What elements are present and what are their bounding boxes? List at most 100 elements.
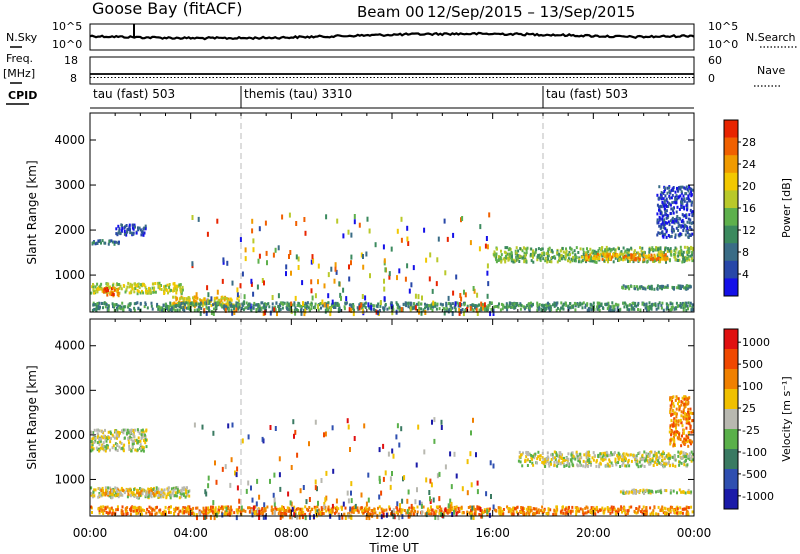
data-cell [606, 302, 609, 306]
data-cell [675, 194, 678, 198]
data-cell [157, 284, 160, 288]
data-cell [133, 435, 136, 439]
data-cell [104, 435, 107, 439]
data-cell [101, 289, 104, 293]
data-cell [587, 307, 590, 311]
data-cell [165, 496, 168, 500]
data-cell [690, 454, 693, 458]
data-cell [365, 501, 368, 507]
data-cell [518, 260, 521, 263]
data-cell [663, 489, 666, 492]
data-cell [485, 308, 488, 312]
data-cell [159, 308, 161, 312]
data-cell [173, 512, 175, 516]
data-cell [535, 511, 538, 515]
data-cell [190, 512, 193, 515]
data-cell [666, 257, 669, 261]
data-cell [668, 202, 671, 206]
data-cell [427, 507, 430, 511]
data-cell [93, 440, 96, 444]
data-cell [145, 289, 147, 293]
data-cell [161, 494, 163, 498]
data-cell [281, 306, 284, 310]
data-cell [626, 307, 629, 311]
data-cell [343, 305, 346, 309]
data-cell [676, 197, 679, 201]
data-cell [668, 223, 671, 227]
data-cell [547, 462, 550, 466]
data-cell [643, 286, 646, 290]
data-cell [281, 505, 284, 511]
data-cell [297, 265, 300, 270]
data-cell [659, 211, 662, 215]
data-cell [605, 258, 608, 262]
data-cell [187, 297, 190, 301]
data-cell [378, 511, 381, 515]
data-cell [127, 488, 130, 492]
data-cell [233, 511, 236, 515]
data-cell [623, 455, 626, 459]
data-cell [508, 257, 510, 261]
data-cell [364, 506, 367, 510]
data-cell [119, 307, 122, 311]
data-cell [473, 288, 476, 294]
data-cell [142, 446, 145, 450]
data-cell [156, 505, 158, 509]
data-cell [115, 283, 118, 287]
data-cell [209, 514, 212, 520]
data-cell [237, 303, 239, 307]
y-tick-label: 1000 [54, 268, 85, 282]
data-cell [683, 207, 686, 211]
data-cell [172, 305, 175, 309]
data-cell [130, 289, 133, 293]
data-cell [686, 420, 689, 424]
data-cell [538, 511, 541, 515]
data-cell [619, 455, 622, 459]
data-cell [510, 251, 513, 254]
data-cell [545, 512, 548, 515]
data-cell [185, 301, 188, 305]
data-cell [654, 450, 656, 454]
data-cell [174, 491, 177, 495]
data-cell [360, 506, 363, 510]
data-cell [612, 252, 615, 256]
data-cell [119, 304, 122, 308]
data-cell [598, 247, 601, 250]
data-cell [685, 301, 688, 305]
data-cell [630, 258, 633, 261]
data-cell [532, 302, 534, 306]
data-cell [531, 454, 534, 458]
data-cell [124, 428, 127, 432]
data-cell [614, 512, 617, 516]
data-cell [252, 303, 255, 307]
data-cell [673, 287, 675, 291]
data-cell [258, 253, 261, 259]
data-cell [597, 510, 600, 514]
data-cell [670, 234, 673, 238]
data-cell [402, 302, 405, 306]
data-cell [687, 217, 690, 221]
data-cell [623, 301, 626, 305]
data-cell [224, 307, 227, 313]
y-axis-label: Slant Range [km] [25, 160, 39, 264]
data-cell [691, 510, 694, 514]
data-cell [592, 451, 595, 455]
data-cell [593, 454, 596, 458]
freq-tick-bottom: 8 [70, 72, 77, 85]
data-cell [555, 308, 558, 312]
data-cell [118, 445, 121, 449]
data-cell [434, 301, 437, 305]
data-cell [110, 291, 113, 295]
data-cell [678, 432, 681, 436]
data-cell [658, 185, 661, 189]
data-cell [464, 292, 467, 298]
data-cell [639, 489, 642, 492]
data-cell [217, 508, 220, 512]
data-cell [683, 302, 686, 306]
data-cell [301, 514, 304, 520]
data-cell [154, 493, 157, 497]
data-cell [117, 288, 119, 292]
data-cell [626, 304, 629, 308]
data-cell [222, 505, 225, 509]
data-cell [687, 506, 690, 510]
